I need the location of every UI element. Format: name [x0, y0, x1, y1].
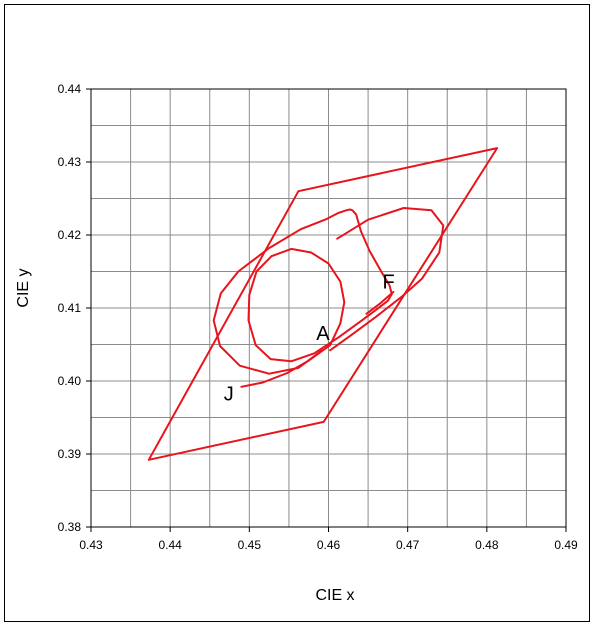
grid-lines — [91, 89, 566, 527]
x-axis-title: CIE x — [315, 587, 354, 604]
x-tick-label: 0.46 — [317, 538, 341, 552]
x-tick-label: 0.45 — [238, 538, 262, 552]
annotation-group: A F J — [224, 271, 395, 405]
y-tick-label: 0.42 — [58, 228, 82, 242]
series-line-2 — [212, 208, 393, 388]
chart-frame — [4, 4, 590, 622]
series-group — [147, 147, 499, 461]
series-line-4 — [329, 207, 445, 352]
x-tick-label: 0.48 — [475, 538, 499, 552]
x-tick-label: 0.44 — [158, 538, 182, 552]
series-line-1 — [147, 147, 499, 461]
x-tick-label: 0.47 — [396, 538, 420, 552]
y-tick-label: 0.39 — [58, 447, 82, 461]
annotation-label-a: A — [316, 323, 330, 345]
series-line-3 — [365, 290, 395, 315]
y-axis-ticks: 0.38 0.39 0.40 0.41 0.42 0.43 0.44 — [58, 82, 91, 534]
y-tick-label: 0.43 — [58, 155, 82, 169]
annotation-label-f: F — [383, 271, 395, 293]
y-tick-label: 0.38 — [58, 520, 82, 534]
y-tick-label: 0.44 — [58, 82, 82, 96]
y-tick-label: 0.40 — [58, 374, 82, 388]
annotation-label-j: J — [224, 384, 234, 406]
x-tick-label: 0.43 — [79, 538, 103, 552]
x-tick-label: 0.49 — [554, 538, 578, 552]
x-axis-ticks: 0.43 0.44 0.45 0.46 0.47 0.48 0.49 — [79, 527, 578, 552]
y-axis-title: CIE y — [15, 268, 32, 307]
y-tick-label: 0.41 — [58, 301, 82, 315]
